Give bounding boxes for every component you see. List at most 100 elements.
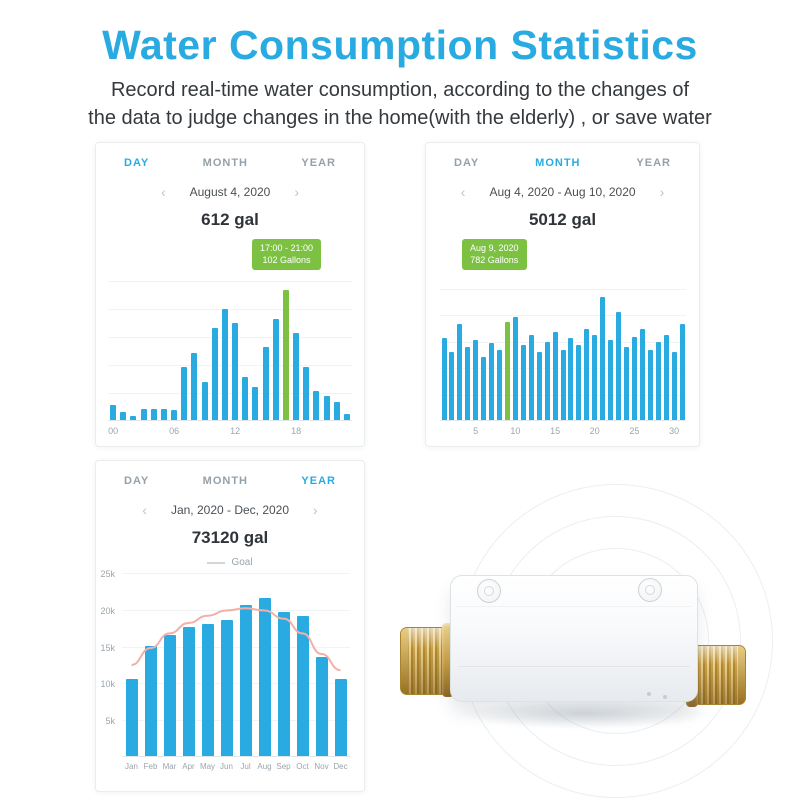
hourly-bar-chart: 00 06 12 18 [108, 281, 352, 436]
bar-13[interactable] [242, 377, 249, 420]
tab-year[interactable]: YEAR [301, 475, 336, 487]
prev-arrow-icon[interactable]: ‹ [142, 502, 147, 518]
bar-20[interactable] [592, 335, 598, 420]
prev-arrow-icon[interactable]: ‹ [460, 184, 466, 200]
bar-1[interactable] [441, 338, 447, 420]
bar-6[interactable] [481, 357, 487, 420]
bar-24[interactable] [624, 347, 629, 420]
gridline [108, 365, 352, 366]
bar-15[interactable] [552, 332, 558, 420]
next-arrow-icon[interactable]: › [313, 502, 318, 518]
bar-30[interactable] [671, 352, 677, 420]
x-axis-label: Jan [125, 762, 138, 771]
bar-04[interactable] [150, 409, 157, 420]
bar-02[interactable] [130, 416, 137, 420]
bar-13[interactable] [536, 352, 542, 420]
bar-Apr[interactable] [182, 627, 195, 756]
bar-01[interactable] [120, 412, 127, 420]
bar-03[interactable] [140, 409, 147, 420]
bar-16[interactable] [560, 350, 566, 420]
x-axis-label: 00 [108, 426, 119, 436]
bar-14[interactable] [252, 387, 259, 420]
bar-25[interactable] [631, 337, 637, 420]
bar-00[interactable] [110, 405, 117, 420]
bar-10[interactable] [512, 317, 518, 420]
bar-05[interactable] [160, 409, 167, 420]
bar-23[interactable] [616, 312, 621, 420]
bar-27[interactable] [647, 350, 653, 420]
bar-Feb[interactable] [144, 646, 157, 756]
bar-20[interactable] [313, 391, 320, 420]
bar-4[interactable] [465, 347, 471, 420]
tab-month[interactable]: MONTH [535, 157, 581, 169]
tab-day[interactable]: DAY [124, 157, 150, 169]
bar-18[interactable] [576, 345, 582, 420]
bar-29[interactable] [663, 335, 669, 420]
x-axis-line [122, 756, 350, 757]
tab-year[interactable]: YEAR [636, 157, 671, 169]
bar-12[interactable] [528, 335, 534, 420]
bar-21[interactable] [323, 396, 330, 420]
y-axis-label: 25k [100, 569, 115, 579]
bar-31[interactable] [679, 324, 685, 420]
bar-11[interactable] [221, 309, 228, 420]
bar-11[interactable] [520, 345, 526, 420]
bar-Jan[interactable] [125, 679, 138, 756]
bar-19[interactable] [303, 367, 310, 420]
bar-Sep[interactable] [277, 612, 290, 756]
tab-month[interactable]: MONTH [202, 157, 248, 169]
bar-2[interactable] [449, 352, 455, 420]
bar-22[interactable] [608, 340, 614, 420]
bar-17[interactable] [282, 290, 289, 420]
bar-09[interactable] [201, 382, 208, 420]
bar-15[interactable] [262, 347, 269, 420]
bar-21[interactable] [600, 297, 606, 420]
bar-28[interactable] [655, 342, 661, 420]
next-arrow-icon[interactable]: › [294, 184, 300, 200]
bar-Dec[interactable] [334, 679, 347, 756]
tab-month[interactable]: MONTH [202, 475, 248, 487]
gridline [122, 646, 350, 648]
bar-May[interactable] [201, 624, 214, 756]
next-arrow-icon[interactable]: › [659, 184, 665, 200]
gridline [122, 683, 350, 685]
bar-Nov[interactable] [315, 657, 328, 756]
tab-day[interactable]: DAY [454, 157, 480, 169]
bar-8[interactable] [497, 350, 502, 420]
x-axis-label: Sep [276, 762, 291, 771]
bar-07[interactable] [181, 367, 188, 420]
bar-22[interactable] [333, 402, 340, 420]
gridline [440, 341, 686, 343]
bar-17[interactable] [568, 338, 574, 420]
bar-19[interactable] [584, 329, 590, 420]
bar-7[interactable] [489, 343, 495, 420]
bar-16[interactable] [272, 319, 279, 420]
bar-Mar[interactable] [163, 635, 176, 756]
bar-18[interactable] [293, 333, 300, 420]
x-axis-label: Oct [296, 762, 309, 771]
bar-12[interactable] [232, 323, 239, 420]
bar-14[interactable] [544, 342, 550, 420]
bar-9[interactable] [505, 322, 510, 420]
bar-3[interactable] [457, 324, 463, 420]
bar-Oct[interactable] [296, 616, 309, 756]
brass-pipe-fitting-right [692, 645, 746, 705]
gridline [440, 289, 686, 290]
total-consumption: 612 gal [201, 210, 259, 229]
gridline [122, 720, 350, 722]
tab-day[interactable]: DAY [124, 475, 150, 487]
bar-08[interactable] [191, 353, 198, 420]
bar-5[interactable] [473, 340, 479, 420]
prev-arrow-icon[interactable]: ‹ [160, 184, 166, 200]
daily-bar-chart: 5 10 15 20 25 30 [440, 289, 686, 436]
tab-year[interactable]: YEAR [301, 157, 336, 169]
tab-bar: DAY MONTH YEAR [96, 143, 364, 169]
bar-Jul[interactable] [239, 605, 252, 756]
date-navigator: ‹ Jan, 2020 - Dec, 2020 › [96, 503, 364, 517]
bar-06[interactable] [171, 410, 178, 420]
bar-26[interactable] [639, 329, 645, 420]
bar-Jun[interactable] [220, 620, 233, 756]
bar-10[interactable] [211, 328, 218, 420]
bar-23[interactable] [343, 414, 350, 420]
bar-Aug[interactable] [258, 598, 271, 756]
